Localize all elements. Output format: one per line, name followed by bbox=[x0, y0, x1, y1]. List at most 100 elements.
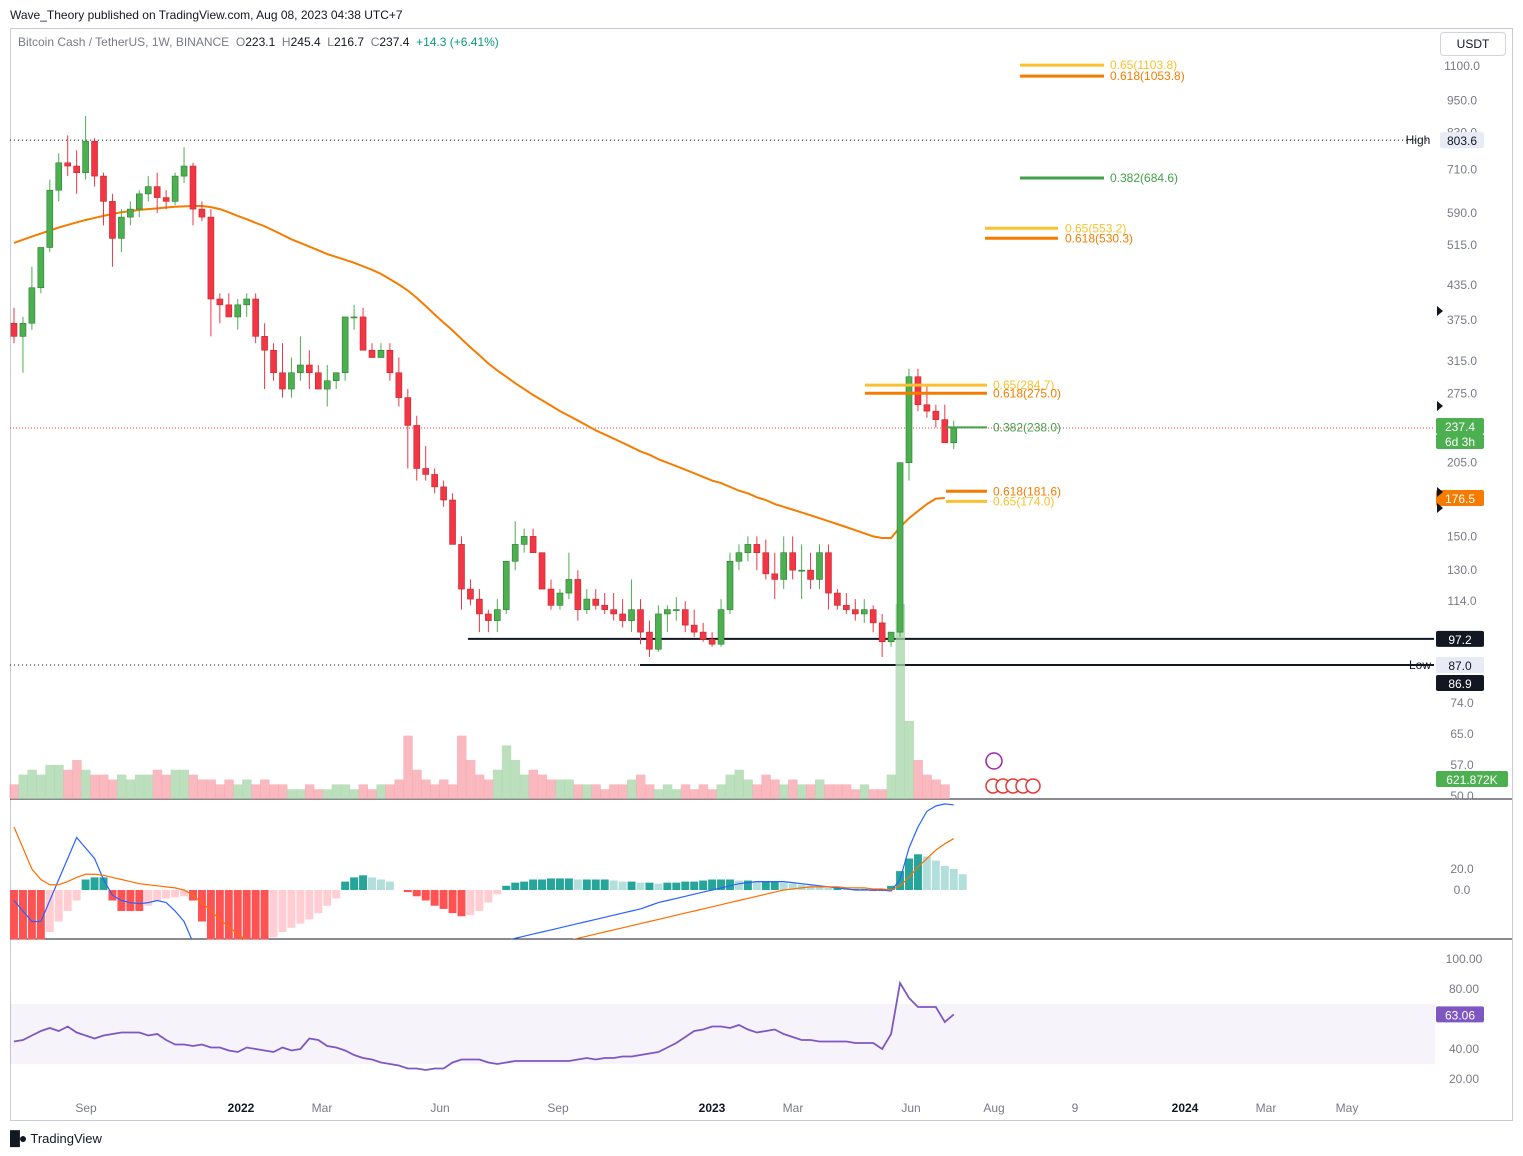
ema-line bbox=[13, 204, 945, 539]
volume-bar bbox=[242, 779, 252, 799]
volume-bar bbox=[394, 779, 404, 799]
macd-histogram-bar bbox=[538, 879, 547, 890]
macd-histogram-bar bbox=[788, 883, 797, 890]
macd-histogram-bar bbox=[520, 881, 529, 890]
fib-label: 0.65(1103.8) bbox=[1110, 58, 1177, 72]
macd-histogram-bar bbox=[412, 890, 421, 897]
macd-histogram-bar bbox=[645, 882, 654, 890]
volume-bar bbox=[260, 779, 270, 799]
macd-histogram-bar bbox=[197, 890, 206, 922]
volume-bar bbox=[797, 784, 807, 799]
support2-badge: 86.9 bbox=[1448, 677, 1472, 691]
macd-histogram-bar bbox=[457, 890, 466, 917]
volume-bar bbox=[18, 774, 28, 799]
candle-body bbox=[708, 639, 716, 645]
macd-histogram-bar bbox=[824, 887, 833, 890]
macd-tick: 0.0 bbox=[1454, 883, 1471, 897]
candle-body bbox=[19, 322, 27, 337]
symbol-header: Bitcoin Cash / TetherUS, 1W, BINANCE O22… bbox=[18, 35, 499, 49]
macd-histogram-bar bbox=[359, 875, 368, 890]
macd-line bbox=[13, 803, 954, 939]
candle-body bbox=[252, 298, 259, 337]
candle-body bbox=[825, 552, 832, 594]
macd-histogram-bar bbox=[332, 890, 341, 899]
countdown-badge: 6d 3h bbox=[1445, 435, 1475, 449]
candle-body bbox=[100, 175, 107, 202]
price-tick: 114.0 bbox=[1447, 594, 1476, 608]
tradingview-logo-icon: █● bbox=[10, 1130, 27, 1146]
fib-label: 0.382(238.0) bbox=[993, 420, 1061, 434]
volume-bar bbox=[537, 774, 548, 799]
volume-bar bbox=[931, 779, 941, 799]
candle-body bbox=[744, 544, 752, 553]
candle-body bbox=[261, 336, 268, 351]
macd-histogram-bar bbox=[180, 890, 189, 897]
volume-badge-bg bbox=[1436, 771, 1508, 787]
rsi-line bbox=[13, 980, 955, 1071]
candle-body bbox=[207, 216, 215, 300]
volume-bar bbox=[36, 774, 46, 799]
volume-bar bbox=[412, 769, 422, 799]
close-value: 237.4 bbox=[379, 35, 410, 49]
volume-bar bbox=[385, 784, 395, 799]
publisher-line: Wave_Theory published on TradingView.com… bbox=[10, 8, 403, 22]
volume-bar bbox=[770, 779, 780, 799]
volume-bar bbox=[618, 784, 628, 799]
volume-bar bbox=[698, 784, 709, 799]
volume-bar bbox=[116, 774, 127, 799]
volume-bar bbox=[895, 604, 906, 799]
candle-body bbox=[726, 560, 734, 610]
candle-body bbox=[771, 573, 779, 580]
volume-bar bbox=[636, 774, 646, 799]
macd-histogram-bar bbox=[466, 890, 475, 916]
macd-histogram-bar bbox=[940, 865, 949, 890]
candle-body bbox=[762, 552, 770, 575]
candle-body bbox=[377, 349, 385, 358]
candle-body bbox=[171, 175, 179, 202]
macd-histogram-bar bbox=[421, 890, 430, 901]
candle-body bbox=[279, 372, 286, 390]
volume-bar bbox=[680, 784, 691, 799]
volume-bar bbox=[627, 779, 637, 799]
scale-arrow-icon bbox=[1437, 503, 1443, 513]
volume-bar bbox=[779, 784, 789, 799]
volume-bar bbox=[457, 735, 467, 799]
macd-histogram-bar bbox=[99, 877, 108, 890]
volume-bar bbox=[483, 779, 494, 799]
time-tick: 2024 bbox=[1172, 1101, 1199, 1115]
macd-histogram-bar bbox=[215, 890, 224, 940]
candle-body bbox=[73, 165, 80, 174]
candle-body bbox=[681, 609, 689, 626]
price-tick: 515.0 bbox=[1447, 238, 1477, 252]
candle-body bbox=[467, 588, 474, 600]
candle-body bbox=[476, 598, 483, 615]
volume-bar bbox=[269, 784, 279, 799]
macd-histogram-bar bbox=[63, 890, 72, 911]
macd-histogram-bar bbox=[547, 878, 555, 890]
candle-body bbox=[341, 316, 349, 374]
macd-histogram-bar bbox=[81, 879, 90, 890]
candle-body bbox=[807, 569, 814, 580]
candle-body bbox=[288, 372, 295, 390]
volume-bar bbox=[725, 774, 735, 799]
high-badge: 803.6 bbox=[1447, 134, 1477, 148]
volume-bar bbox=[72, 760, 82, 799]
candle-body bbox=[485, 613, 492, 621]
candle-body bbox=[932, 410, 940, 420]
time-tick: Mar bbox=[1256, 1101, 1277, 1115]
candle-body bbox=[717, 609, 725, 645]
candle-body bbox=[735, 552, 743, 562]
macd-histogram-bar bbox=[833, 887, 842, 890]
volume-bar bbox=[546, 779, 556, 799]
current-price-badge: 237.4 bbox=[1445, 420, 1475, 434]
macd-histogram-bar bbox=[224, 890, 233, 940]
macd-histogram-bar bbox=[752, 881, 761, 890]
candle-body bbox=[592, 598, 600, 606]
macd-histogram-bar bbox=[305, 890, 314, 920]
candle-body bbox=[189, 165, 197, 210]
macd-histogram-bar bbox=[54, 890, 63, 922]
currency-button[interactable]: USDT bbox=[1440, 32, 1506, 56]
time-tick: May bbox=[1336, 1101, 1359, 1115]
macd-histogram-bar bbox=[922, 856, 931, 890]
